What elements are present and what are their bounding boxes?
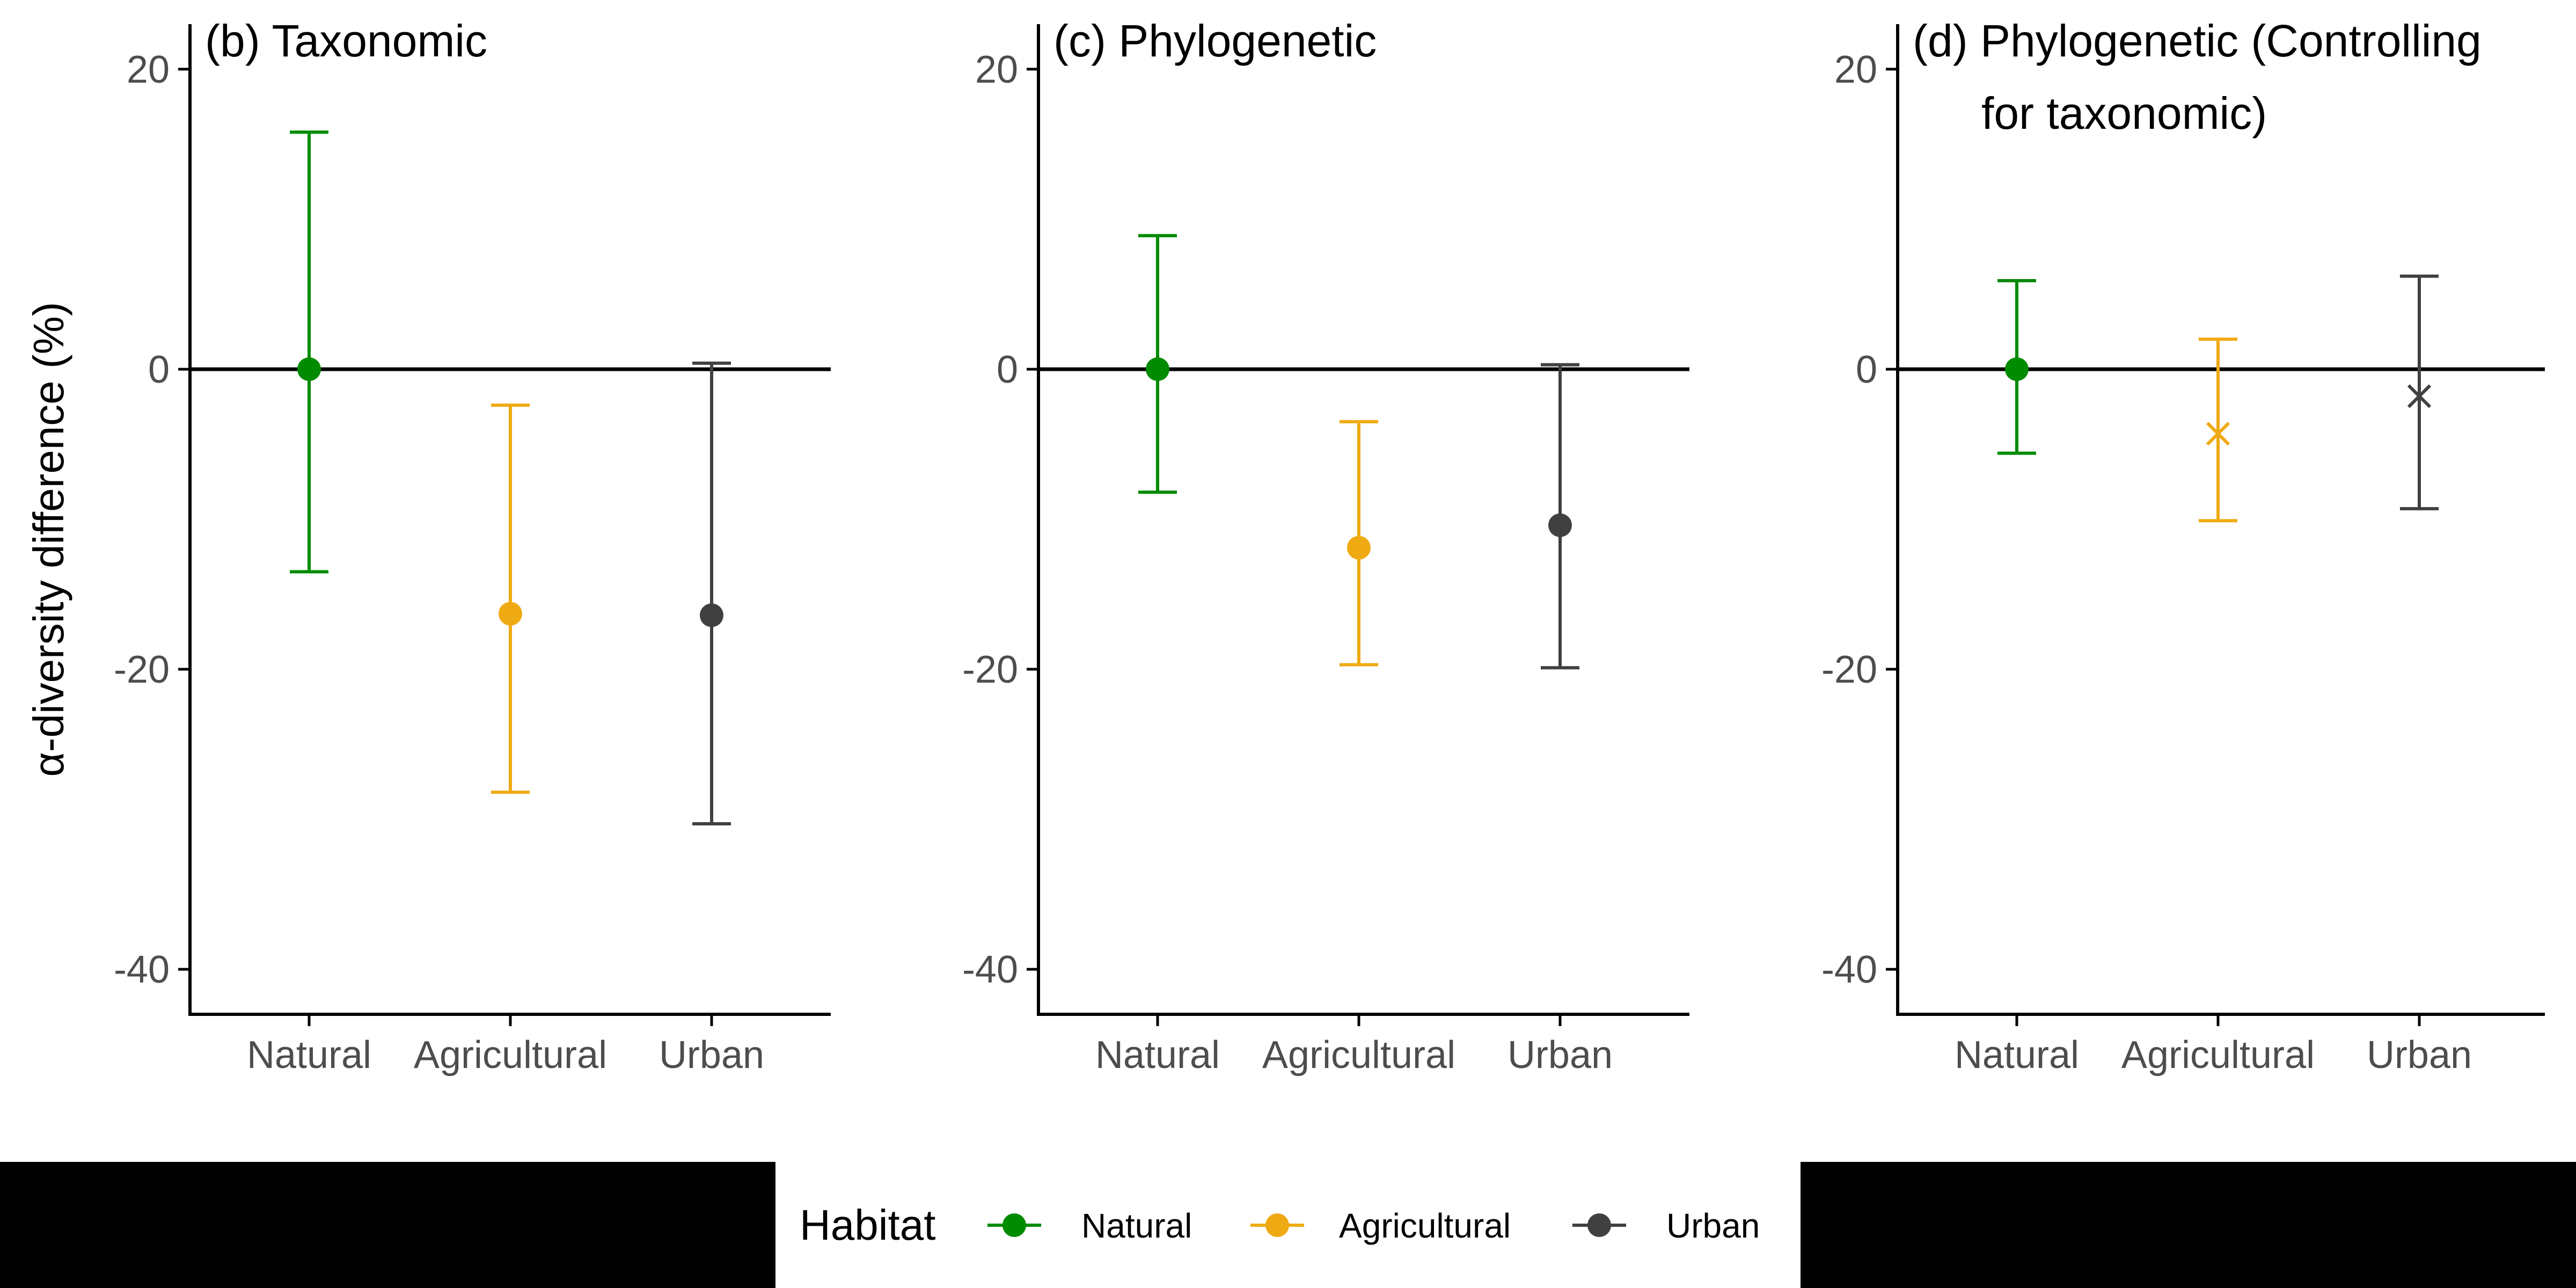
point: [700, 603, 723, 627]
errorbar-urban: [692, 361, 731, 825]
point: [1548, 513, 1572, 537]
legend-band-left: [0, 1162, 775, 1288]
y-tick-label: 0: [1856, 348, 1877, 391]
x-tick-label: Agricultural: [414, 1034, 607, 1077]
y-tick-label: 20: [975, 48, 1018, 91]
y-tick-label: -40: [962, 948, 1018, 991]
x-tick-label: Agricultural: [2121, 1034, 2315, 1077]
y-tick-label: 20: [127, 48, 170, 91]
errorbar-urban: [2400, 274, 2439, 510]
panels: 20 0 -20 -40 Natural Agricultural Urban (b) Tax…: [114, 16, 2545, 1077]
x-tick-label: Agricultural: [1262, 1034, 1455, 1077]
x-tick-label: Natural: [247, 1034, 371, 1077]
errorbar-agricultural: [491, 404, 530, 794]
legend-item-urban: Urban: [1572, 1206, 1760, 1245]
panel-title: (b) Taxonomic: [205, 16, 487, 66]
legend-item-natural: Natural: [987, 1206, 1192, 1245]
panel-2: 20 0 -20 -40 Natural Agricultural Urban (c) Phy…: [962, 16, 1689, 1077]
panel-title: (c) Phylogenetic: [1053, 16, 1377, 66]
x-tick-label: Urban: [659, 1034, 764, 1077]
point: [297, 357, 321, 381]
errorbar-urban: [1541, 363, 1579, 670]
legend-label: Agricultural: [1339, 1206, 1511, 1245]
panel-1: 20 0 -20 -40 Natural Agricultural Urban (b) Tax…: [114, 16, 831, 1077]
y-tick-label: -40: [1821, 948, 1877, 991]
legend-title: Habitat: [800, 1201, 935, 1249]
y-tick-label: -20: [962, 648, 1018, 691]
y-tick-label: -40: [114, 948, 170, 991]
panel-title-line: (c) Phylogenetic: [1053, 16, 1377, 66]
panel-title: (d) Phylogenetic (Controlling for taxonom…: [1913, 16, 2482, 138]
errorbar-agricultural: [2199, 338, 2237, 523]
y-tick-label: -20: [114, 648, 170, 691]
point-cross-b: [2407, 384, 2432, 408]
y-tick-label: 0: [997, 348, 1018, 391]
errorbar-natural: [290, 130, 328, 574]
x-tick-label: Natural: [1095, 1034, 1220, 1077]
errorbar-agricultural: [1340, 420, 1378, 667]
panel-title-line: for taxonomic): [1981, 88, 2267, 138]
legend-key-point: [1587, 1213, 1611, 1237]
x-tick-label: Urban: [1507, 1034, 1613, 1077]
errorbar-natural: [1997, 279, 2036, 455]
y-tick-label: 0: [148, 348, 170, 391]
x-tick-label: Natural: [1955, 1034, 2079, 1077]
point: [2005, 357, 2029, 381]
y-axis-label: α-diversity difference (%): [25, 302, 72, 777]
panel-title-line: (b) Taxonomic: [205, 16, 487, 66]
legend-label: Urban: [1666, 1206, 1760, 1245]
errorbar-natural: [1138, 234, 1177, 494]
legend-key-point: [1002, 1213, 1026, 1237]
y-tick-label: 20: [1834, 48, 1877, 91]
point: [499, 602, 522, 626]
panel-title-line: (d) Phylogenetic (Controlling: [1913, 16, 2482, 66]
y-tick-label: -20: [1821, 648, 1877, 691]
x-tick-label: Urban: [2367, 1034, 2472, 1077]
legend-label: Natural: [1081, 1206, 1192, 1245]
panel-3: 20 0 -20 -40 Natural Agricultural Urban (d) Phy…: [1821, 16, 2545, 1077]
point: [1347, 536, 1371, 560]
legend-key-point: [1265, 1213, 1289, 1237]
legend-band-right: [1801, 1162, 2576, 1288]
legend-item-agricultural: Agricultural: [1250, 1206, 1511, 1245]
legend: Habitat Natural Agricultural Urban: [0, 1162, 2576, 1288]
point-cross-b: [2206, 422, 2230, 446]
point: [1146, 357, 1169, 381]
